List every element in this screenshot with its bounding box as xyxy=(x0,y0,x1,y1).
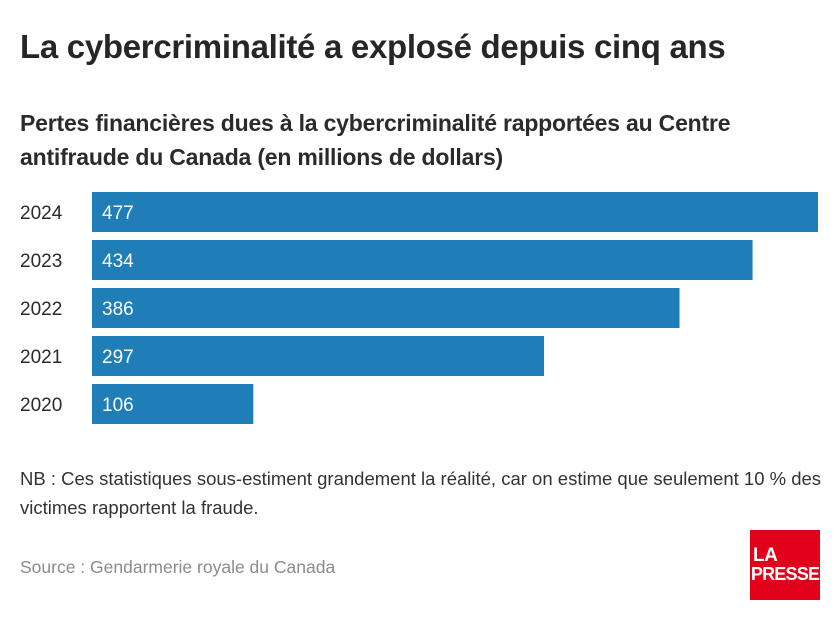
logo-line-1: LA xyxy=(753,545,778,566)
bar-2021 xyxy=(92,336,545,376)
logo-line-2: PRESSE xyxy=(750,564,820,584)
source-credit: Source : Gendarmerie royale du Canada xyxy=(20,557,336,577)
bar-2022 xyxy=(92,288,680,328)
bar-chart: 2024 477 2023 434 2022 386 2021 297 2020 106 xyxy=(20,192,818,424)
category-label-2020: 2020 xyxy=(20,395,62,416)
category-label-2022: 2022 xyxy=(20,299,62,320)
chart-title: La cybercriminalité a explosé depuis cin… xyxy=(20,28,726,65)
category-label-2021: 2021 xyxy=(20,347,62,368)
value-label-2021: 297 xyxy=(102,347,134,368)
bar-2023 xyxy=(92,240,753,280)
category-label-2024: 2024 xyxy=(20,203,63,224)
value-label-2024: 477 xyxy=(102,203,134,224)
footnote: NB : Ces statistiques sous-estiment gran… xyxy=(20,468,822,518)
category-label-2023: 2023 xyxy=(20,251,62,272)
bar-2024 xyxy=(92,192,818,232)
bar-2020 xyxy=(92,384,254,424)
la-presse-logo: LA PRESSE xyxy=(750,530,820,600)
chart-subtitle: Pertes financières dues à la cybercrimin… xyxy=(20,110,731,170)
value-label-2022: 386 xyxy=(102,299,134,320)
value-label-2023: 434 xyxy=(102,251,134,272)
value-label-2020: 106 xyxy=(102,395,134,416)
